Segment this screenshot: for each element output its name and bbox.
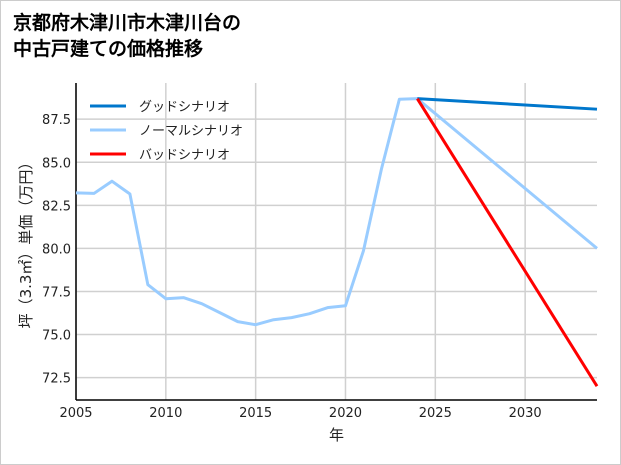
- legend-label-1: ノーマルシナリオ: [139, 124, 243, 139]
- x-tick-label: 2025: [419, 406, 452, 421]
- chart-title-line-2: 中古戸建ての価格推移: [13, 38, 204, 60]
- legend-label-2: バッドシナリオ: [139, 148, 230, 163]
- y-tick-label: 82.5: [42, 199, 71, 214]
- x-tick-label: 2015: [239, 406, 272, 421]
- x-tick-label: 2010: [149, 406, 182, 421]
- y-tick-label: 75.0: [42, 329, 71, 344]
- y-tick-label: 87.5: [42, 113, 71, 128]
- x-tick-label: 2030: [509, 406, 542, 421]
- x-tick-label: 2020: [329, 406, 362, 421]
- y-tick-label: 80.0: [42, 242, 71, 257]
- series-line-0: [417, 97, 598, 111]
- series-line-1: [75, 97, 598, 327]
- x-tick-label: 2005: [59, 406, 92, 421]
- legend-label-0: グッドシナリオ: [139, 100, 230, 115]
- y-tick-label: 85.0: [42, 156, 71, 171]
- y-tick-label: 77.5: [42, 285, 71, 300]
- y-tick-label: 72.5: [42, 372, 71, 387]
- y-axis-label: 坪（3.3㎡）単価（万円）: [17, 155, 35, 329]
- series-line-2: [416, 97, 599, 388]
- chart-title-line-1: 京都府木津川市木津川台の: [13, 12, 242, 34]
- x-axis-label: 年: [329, 426, 344, 444]
